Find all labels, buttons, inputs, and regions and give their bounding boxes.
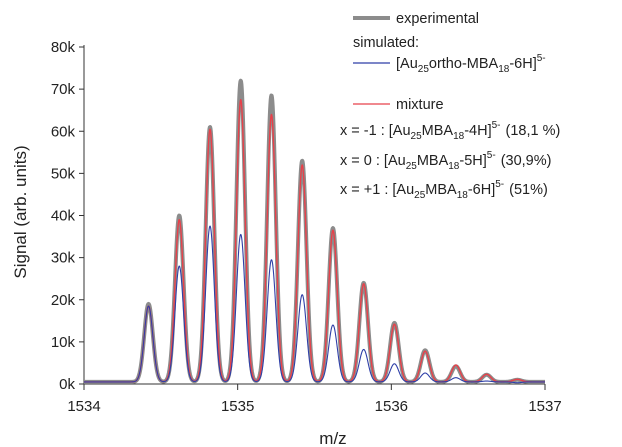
legend-label-experimental: experimental — [396, 11, 479, 27]
x-tick-label: 1537 — [528, 398, 561, 415]
legend: experimental simulated: [Au25ortho-MBA18… — [340, 11, 560, 201]
axes: 0k 10k 20k 30k 40k 50k 60k 70k 80k 1534 1535 1536 15… — [51, 39, 562, 415]
legend-row-x-minus1: x = -1 : [Au25MBA18-4H]5- (18,1 %) — [340, 120, 560, 142]
y-tick-label: 60k — [51, 123, 76, 140]
y-tick-label: 20k — [51, 292, 76, 309]
x-axis-title: m/z — [319, 429, 346, 447]
y-tick-label: 50k — [51, 165, 76, 182]
series-layer — [82, 78, 547, 384]
x-tick-label: 1535 — [221, 398, 254, 415]
series-line-au25_ortho — [83, 225, 546, 384]
x-tick-label: 1536 — [375, 398, 408, 415]
y-tick-label: 80k — [51, 39, 76, 56]
legend-row-x-0: x = 0 : [Au25MBA18-5H]5- (30,9%) — [340, 150, 551, 172]
x-tick-label: 1534 — [67, 398, 100, 415]
y-tick-label: 40k — [51, 208, 76, 225]
legend-row-x-plus1: x = +1 : [Au25MBA18-6H]5- (51%) — [340, 179, 548, 201]
y-tick-label: 10k — [51, 334, 76, 351]
y-tick-label: 0k — [59, 376, 75, 393]
y-tick-label: 70k — [51, 81, 76, 98]
legend-label-ortho: [Au25ortho-MBA18-6H]5- — [396, 53, 546, 75]
y-tick-label: 30k — [51, 250, 76, 267]
legend-label-mixture: mixture — [396, 97, 444, 113]
y-axis-title: Signal (arb. units) — [11, 145, 30, 278]
legend-label-simulated: simulated: — [353, 35, 419, 51]
